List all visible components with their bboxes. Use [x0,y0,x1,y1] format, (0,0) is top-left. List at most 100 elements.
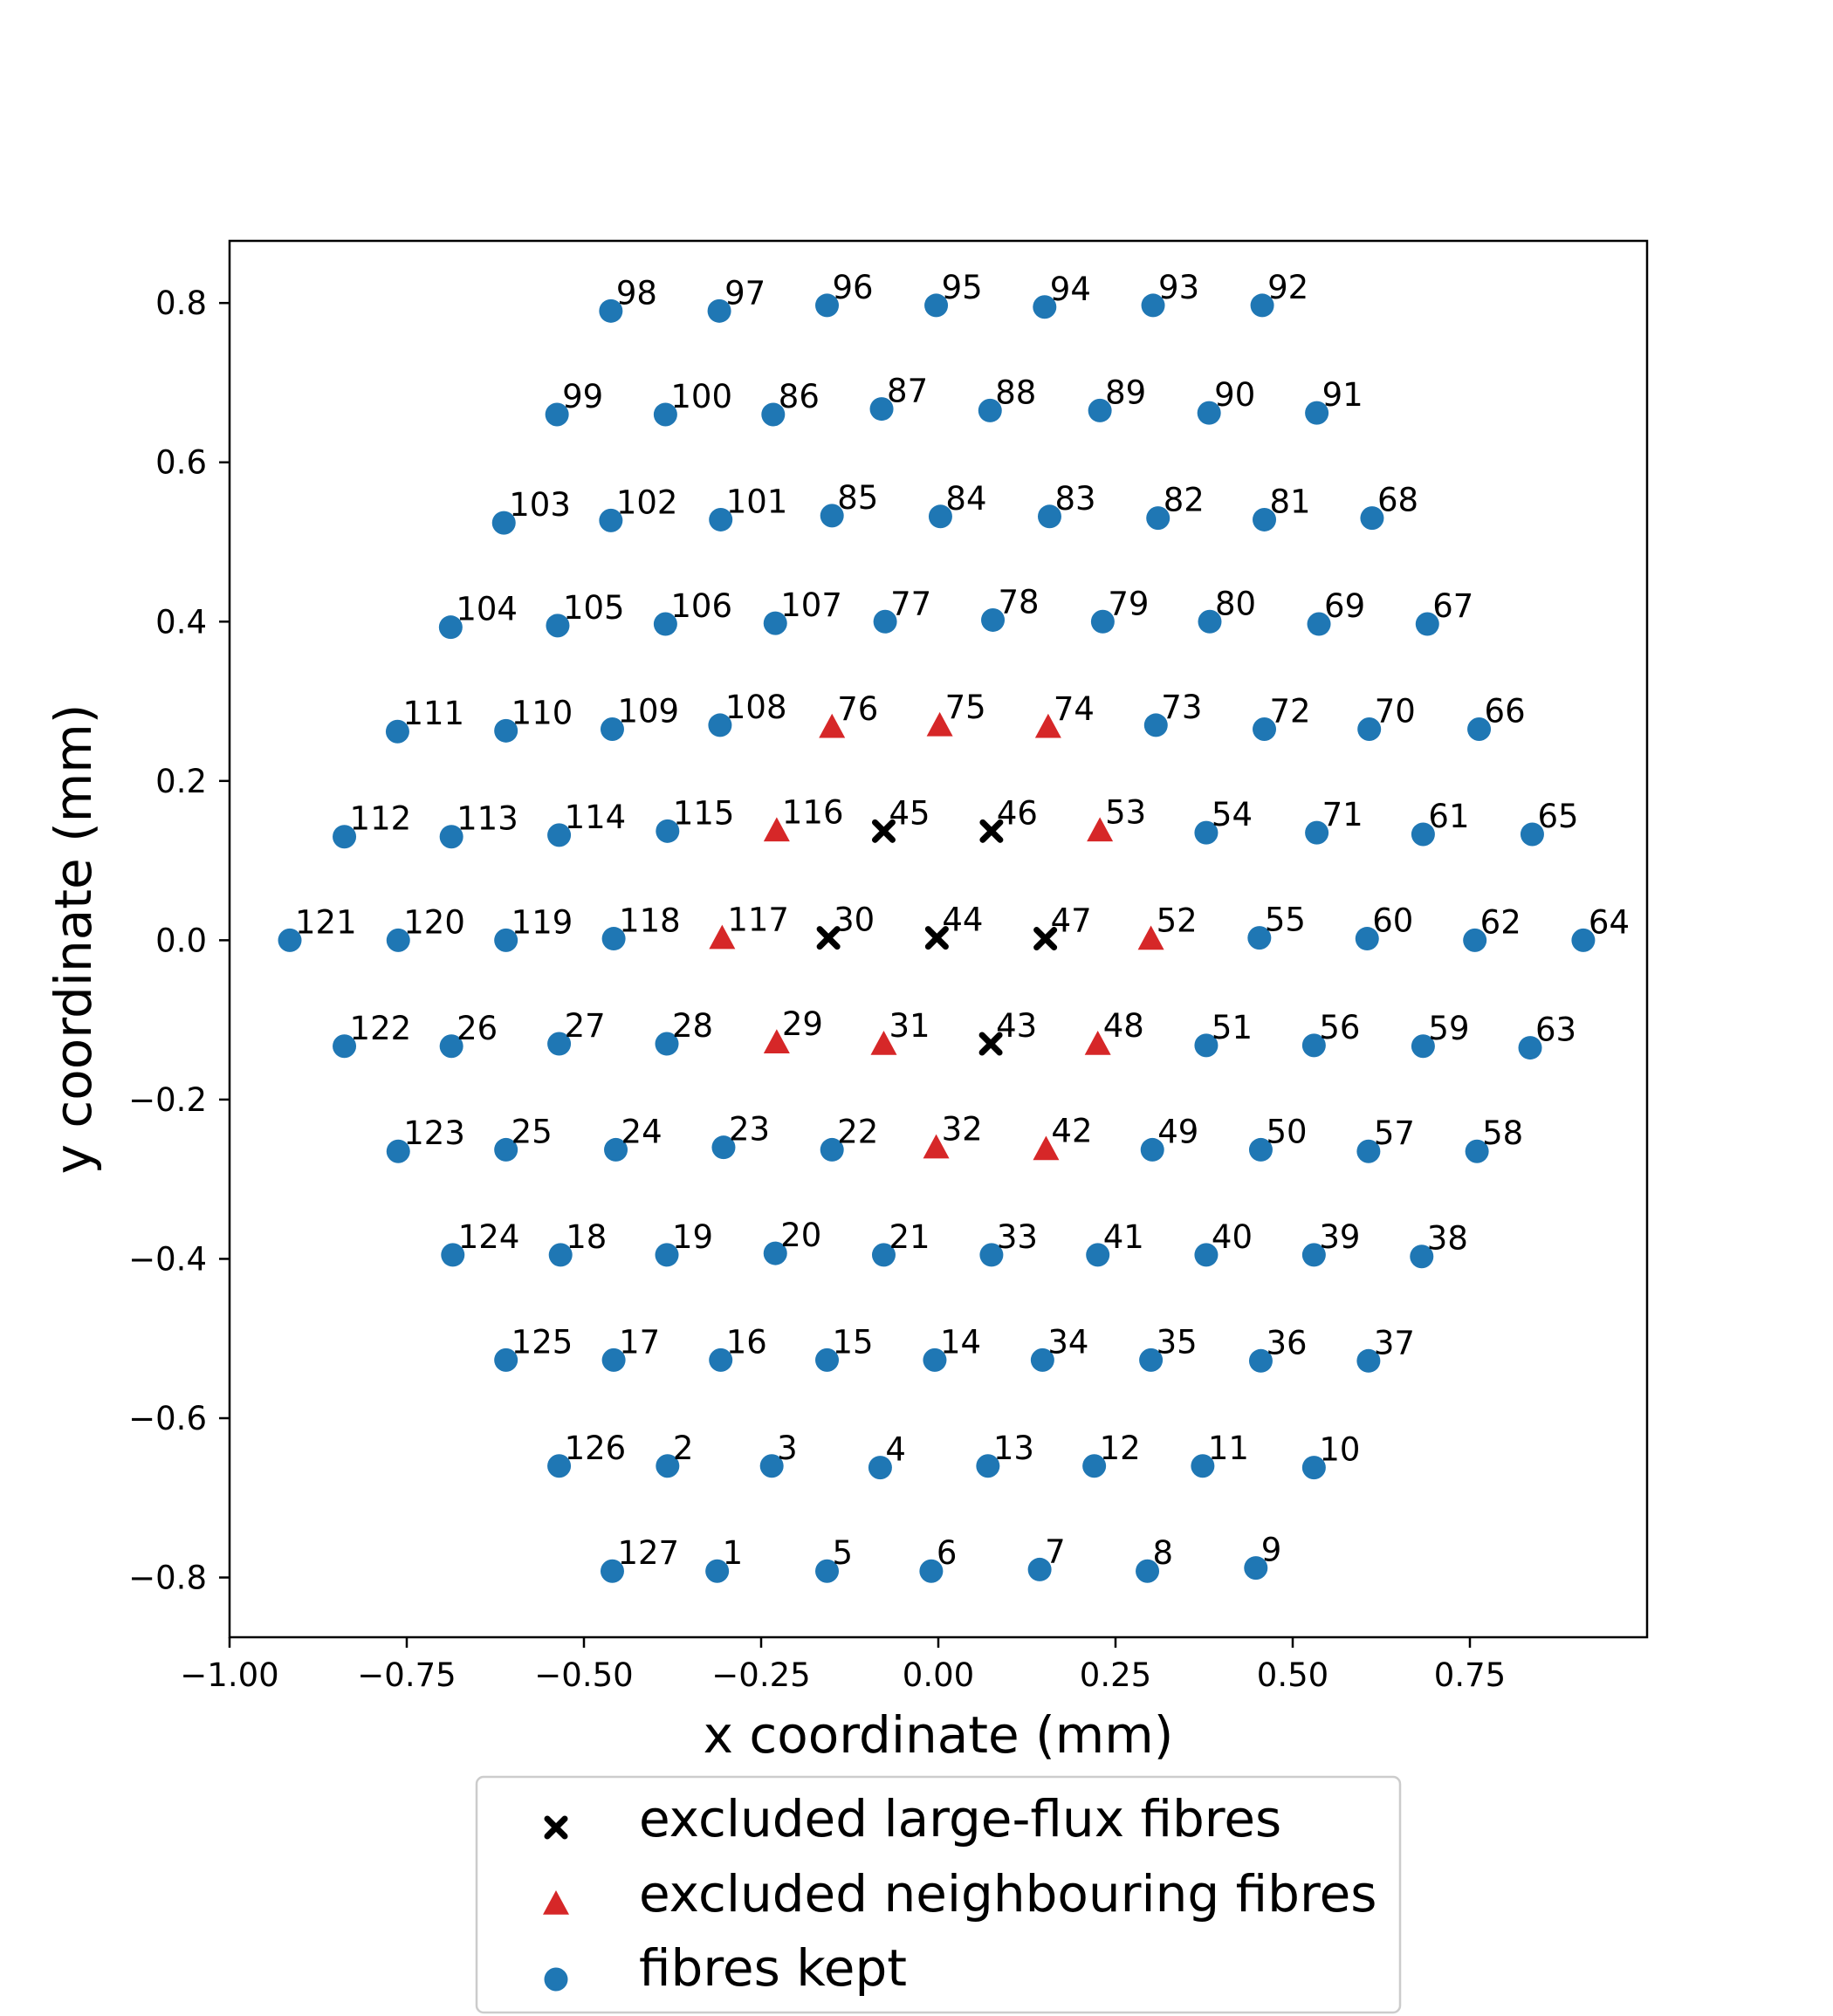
fibre-point-35 [1139,1347,1164,1372]
fibre-label-109: 109 [617,692,679,730]
fibre-label-101: 101 [726,483,788,520]
fibre-point-82 [1146,506,1171,531]
fibre-label-1: 1 [723,1534,744,1572]
fibre-point-57 [1356,1139,1381,1163]
fibre-point-4 [868,1456,892,1480]
fibre-label-54: 54 [1212,796,1253,833]
fibre-label-49: 49 [1157,1113,1198,1150]
fibre-label-110: 110 [511,694,573,731]
y-tick-label: −0.2 [128,1081,207,1119]
fibre-label-83: 83 [1054,480,1095,518]
fibre-point-49 [1140,1137,1164,1162]
fibre-label-4: 4 [885,1431,906,1469]
y-axis-ticks: 0.8 0.6 0.4 0.2 0.0 −0.2 −0.4 −0.6 −0.8 [128,285,230,1597]
fibre-point-118 [601,927,626,951]
fibre-label-35: 35 [1157,1323,1198,1361]
fibre-label-21: 21 [889,1218,930,1256]
fibre-label-74: 74 [1054,690,1095,728]
fibre-point-5 [815,1559,840,1583]
y-tick-label: 0.0 [155,922,207,959]
fibre-label-66: 66 [1485,692,1526,730]
legend-symbol-2 [544,1967,568,1992]
fibre-point-120 [386,928,410,952]
fibre-label-112: 112 [350,800,412,838]
fibre-point-11 [1191,1454,1215,1478]
fibre-point-66 [1467,717,1492,741]
fibre-label-88: 88 [995,374,1036,411]
fibre-label-82: 82 [1164,482,1205,519]
fibre-point-19 [655,1243,679,1267]
fibre-label-27: 27 [565,1007,606,1045]
fibre-point-20 [763,1241,787,1265]
fibre-label-78: 78 [999,583,1040,621]
fibre-point-80 [1198,609,1222,634]
fibre-label-124: 124 [458,1218,520,1256]
fibre-point-9 [1244,1556,1268,1581]
fibre-label-92: 92 [1267,269,1308,306]
fibre-label-65: 65 [1537,798,1578,835]
fibre-point-103 [491,511,516,535]
fibre-point-78 [981,607,1006,632]
fibre-label-111: 111 [402,695,464,732]
fibre-point-50 [1248,1137,1273,1162]
fibre-point-12 [1082,1454,1107,1478]
fibre-point-3 [759,1454,784,1478]
legend: excluded large-flux fibres excluded neig… [475,1775,1402,2014]
fibre-point-102 [599,508,623,532]
fibre-label-11: 11 [1208,1430,1249,1467]
fibre-point-106 [653,612,677,636]
fibre-label-108: 108 [725,689,787,726]
legend-symbol-0 [544,1815,568,1840]
fibre-label-75: 75 [945,689,986,726]
fibre-label-113: 113 [457,800,518,838]
fibre-point-54 [1194,820,1219,845]
fibre-label-3: 3 [777,1430,798,1467]
fibre-point-79 [1090,609,1115,634]
fibre-point-39 [1301,1243,1326,1267]
fibre-point-83 [1037,504,1061,529]
fibre-label-14: 14 [940,1323,981,1361]
fibre-point-93 [1141,293,1165,318]
fibre-point-17 [601,1347,626,1372]
fibre-label-90: 90 [1214,376,1255,414]
fibre-point-40 [1194,1243,1219,1267]
fibre-point-52 [1137,925,1164,950]
fibre-label-44: 44 [942,902,983,939]
fibre-label-50: 50 [1266,1113,1307,1150]
legend-label-neighbouring: excluded neighbouring fibres [639,1864,1376,1923]
legend-marker-large-flux [544,1815,568,1840]
fibre-point-121 [278,928,302,952]
fibre-label-91: 91 [1322,376,1363,414]
fibre-point-42 [1033,1135,1060,1161]
fibre-label-55: 55 [1265,902,1306,939]
fibre-label-33: 33 [997,1218,1038,1256]
fibre-point-64 [1571,928,1596,952]
x-tick-label: −0.50 [534,1656,633,1694]
fibre-point-37 [1356,1348,1381,1373]
fibre-point-22 [820,1137,844,1162]
fibre-label-38: 38 [1427,1220,1468,1258]
fibre-label-48: 48 [1103,1007,1144,1045]
fibre-point-27 [547,1032,572,1056]
fibre-point-26 [439,1034,463,1059]
fibre-point-14 [923,1347,947,1372]
fibre-point-115 [656,819,680,843]
fibre-point-25 [494,1137,518,1162]
fibre-point-76 [819,713,846,738]
legend-box [475,1775,1402,2014]
fibre-point-100 [653,402,677,427]
fibre-label-86: 86 [779,378,820,415]
fibre-label-13: 13 [993,1430,1034,1467]
fibre-point-104 [438,615,463,640]
x-tick-label: −1.00 [180,1656,278,1694]
fibre-label-87: 87 [887,373,928,410]
fibre-label-17: 17 [619,1323,660,1361]
fibre-point-67 [1415,612,1439,636]
fibre-label-64: 64 [1589,903,1630,941]
fibre-point-113 [439,825,463,849]
fibre-label-68: 68 [1377,482,1418,519]
y-tick-label: 0.8 [155,285,207,322]
fibre-point-94 [1033,295,1057,319]
fibre-label-52: 52 [1157,902,1198,940]
fibre-point-24 [604,1137,628,1162]
